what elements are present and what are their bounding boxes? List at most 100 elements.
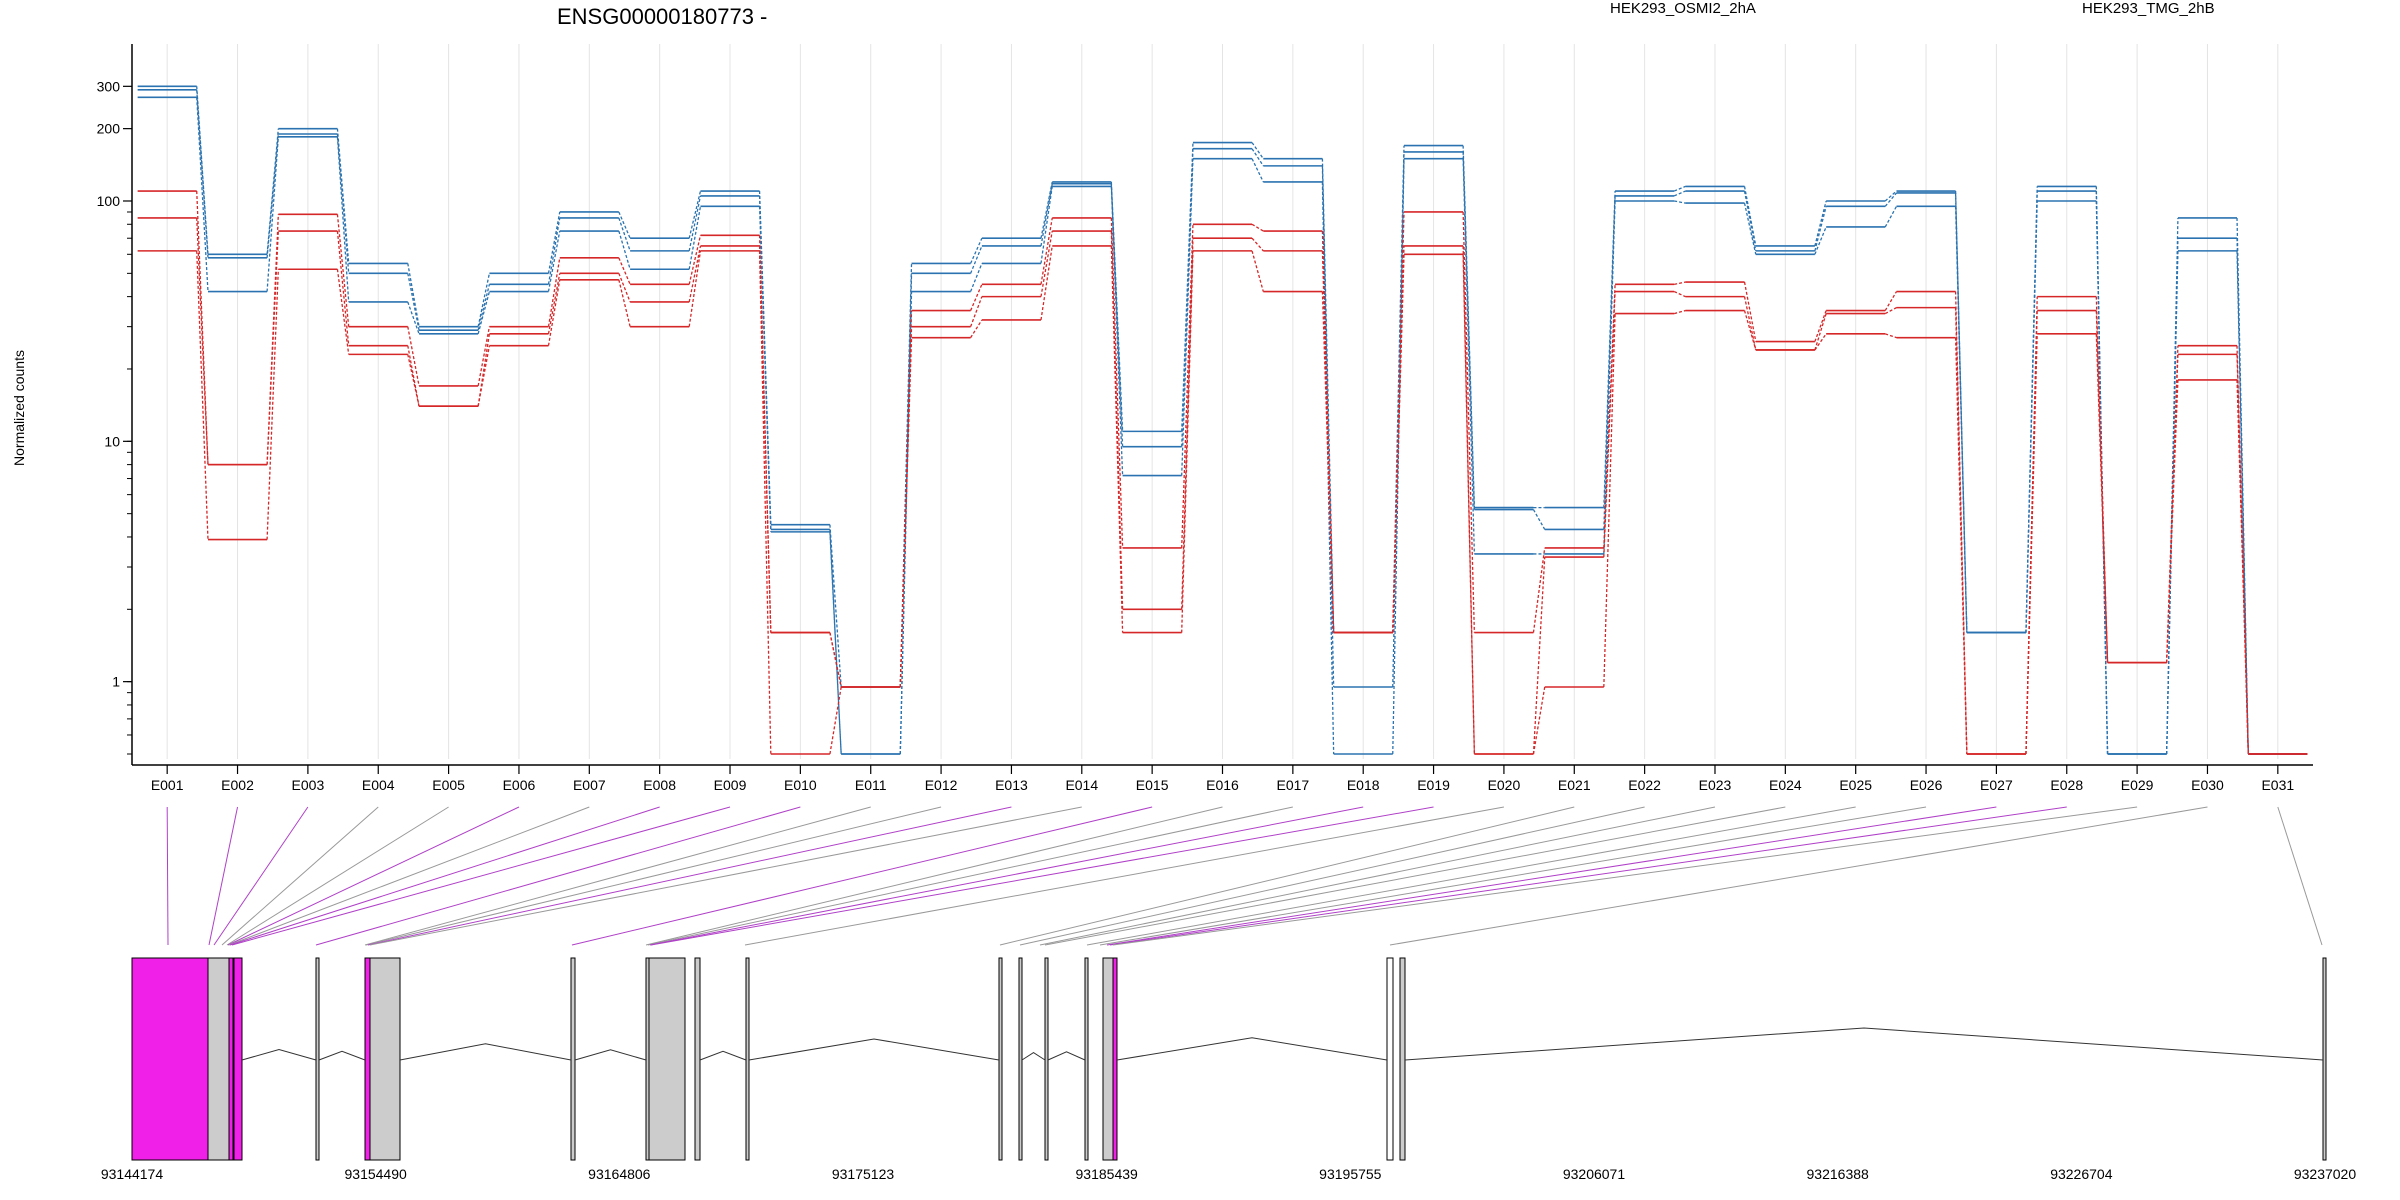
series-join xyxy=(1532,686,1546,755)
coordinate-label: 93195755 xyxy=(1319,1166,1382,1182)
exon-block xyxy=(694,957,701,1161)
series-join xyxy=(1321,250,1335,633)
x-tick-label: E028 xyxy=(2050,777,2083,793)
series-join xyxy=(899,291,913,755)
series-join xyxy=(688,190,702,239)
series-join xyxy=(829,632,842,688)
series-join xyxy=(970,263,983,292)
series-join xyxy=(1603,200,1616,554)
series-join xyxy=(1462,211,1476,633)
exon-block xyxy=(1044,957,1049,1161)
series-join xyxy=(2025,296,2038,755)
series-join xyxy=(1251,142,1264,160)
exon-connector xyxy=(1086,806,1856,946)
series-join xyxy=(1674,309,1686,315)
series-join xyxy=(1674,281,1686,285)
exon-connector xyxy=(365,806,942,946)
genomic-coordinate-labels: 93144174 93154490 93164806 93175123 93185439… xyxy=(101,1166,2357,1182)
y-tick-label: 1 xyxy=(112,674,120,690)
series-join xyxy=(266,136,279,292)
coordinate-label: 93154490 xyxy=(345,1166,408,1182)
series-join xyxy=(1110,183,1124,447)
series-join xyxy=(1673,290,1686,298)
series-join xyxy=(196,89,209,258)
exon-connector xyxy=(1044,806,1786,946)
series-join xyxy=(1884,291,1898,311)
series-join xyxy=(829,686,842,755)
exon-block xyxy=(131,957,209,1161)
y-axis-label: Normalized counts xyxy=(11,350,27,466)
series-join xyxy=(477,291,491,335)
exon-block xyxy=(369,957,401,1161)
series-join xyxy=(1110,245,1124,633)
series-join xyxy=(1532,509,1546,530)
x-tick-label: E025 xyxy=(1839,777,1872,793)
series-join xyxy=(477,273,491,327)
exon-connector xyxy=(1112,806,2138,946)
exon-connector xyxy=(221,806,379,946)
series-join xyxy=(618,230,631,270)
series-join xyxy=(2236,250,2249,755)
series-join xyxy=(407,326,420,387)
series-join xyxy=(336,269,350,355)
series-join xyxy=(547,217,561,285)
exon-connectors xyxy=(166,806,2323,946)
series-join xyxy=(1673,185,1686,192)
series-join xyxy=(1040,183,1053,247)
x-tick-label: E022 xyxy=(1628,777,1661,793)
exon-connector xyxy=(999,806,1575,946)
series-join xyxy=(1743,186,1757,247)
series-join xyxy=(2025,333,2038,755)
series-join xyxy=(1884,190,1897,202)
series-join xyxy=(1532,557,1546,755)
series-join xyxy=(477,284,491,331)
exon-block xyxy=(1399,957,1406,1161)
series-join xyxy=(758,206,772,532)
x-tick-label: E011 xyxy=(855,777,887,793)
exon-block xyxy=(228,957,234,1161)
exon-connector xyxy=(228,806,590,946)
series-join xyxy=(688,245,702,303)
exon-block xyxy=(207,957,230,1161)
exon-block xyxy=(745,957,750,1161)
exon-connector xyxy=(208,806,239,946)
series-join xyxy=(477,345,491,407)
series-join xyxy=(1814,310,1827,342)
exon-block xyxy=(648,957,686,1161)
intron-line xyxy=(1116,1037,1388,1061)
x-tick-label: E017 xyxy=(1277,777,1310,793)
x-tick-label: E002 xyxy=(221,777,254,793)
exon-connector xyxy=(571,806,1153,946)
series-join xyxy=(407,263,420,327)
coordinate-label: 93206071 xyxy=(1563,1166,1626,1182)
exon-connector xyxy=(744,806,1505,946)
series-join xyxy=(899,337,913,688)
series-join xyxy=(1814,206,1827,252)
series-join xyxy=(2236,379,2249,755)
series-join xyxy=(547,211,561,274)
series-join xyxy=(1743,310,1757,351)
series-join xyxy=(1251,148,1264,167)
series-join xyxy=(266,230,279,465)
series-join xyxy=(547,273,561,334)
x-tick-label: E013 xyxy=(995,777,1028,793)
intron-line xyxy=(241,1049,317,1061)
series-join xyxy=(1954,192,1968,633)
coordinate-label: 93185439 xyxy=(1076,1166,1139,1182)
series-join xyxy=(688,250,702,327)
intron-line xyxy=(1047,1051,1086,1061)
series-join xyxy=(829,524,842,688)
gene-model xyxy=(131,957,2327,1161)
exon-connector xyxy=(367,806,1012,946)
x-tick-label: E007 xyxy=(573,777,606,793)
series-join xyxy=(407,273,420,331)
series-join xyxy=(618,273,631,303)
series-join xyxy=(336,133,350,274)
series-join xyxy=(266,128,279,255)
exon-connector xyxy=(647,806,1293,946)
series-join xyxy=(407,301,420,335)
x-tick-label: E015 xyxy=(1136,777,1169,793)
coordinate-label: 93226704 xyxy=(2050,1166,2113,1182)
series-join xyxy=(266,269,279,540)
exon-connector xyxy=(645,806,1223,946)
